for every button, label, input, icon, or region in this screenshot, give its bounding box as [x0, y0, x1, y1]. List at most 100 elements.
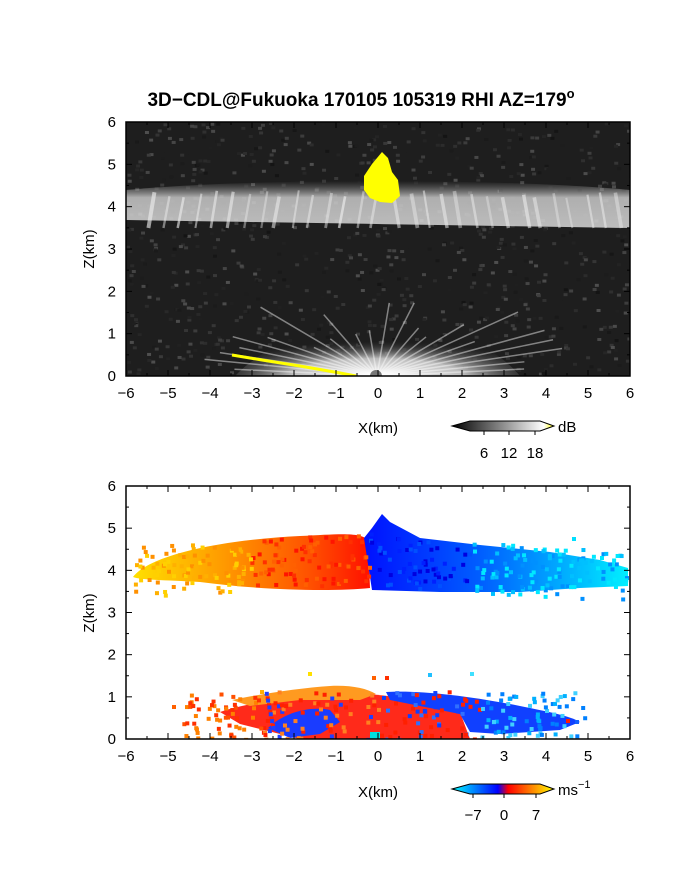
noise-pixel [346, 236, 351, 240]
velocity-pixel [186, 567, 191, 572]
noise-pixel [244, 292, 249, 296]
velocity-pixel [504, 573, 509, 578]
noise-pixel [255, 279, 260, 283]
velocity-pixel [508, 715, 513, 720]
ground-ray [267, 336, 378, 376]
velocity-pixel [195, 730, 200, 735]
noise-pixel [520, 181, 525, 185]
velocity-pixel [503, 561, 508, 566]
velocity-pixel [495, 570, 500, 575]
velocity-pixel [543, 588, 548, 593]
noise-pixel [281, 138, 286, 142]
velocity-pixel [293, 582, 298, 587]
velocity-pixel [515, 553, 520, 558]
velocity-pixel [388, 573, 393, 578]
noise-pixel [273, 300, 278, 304]
noise-pixel [592, 260, 597, 264]
noise-pixel [392, 145, 397, 149]
noise-pixel [129, 282, 134, 286]
velocity-pixel [486, 718, 491, 723]
noise-pixel [548, 335, 553, 339]
noise-pixel [532, 316, 537, 320]
cloud-streak [260, 191, 269, 229]
velocity-pixel [279, 563, 284, 568]
velocity-pixel [143, 550, 148, 555]
noise-pixel [338, 248, 343, 252]
y-tick-label: 2 [108, 283, 116, 300]
noise-pixel [389, 263, 394, 267]
velocity-pixel [424, 714, 429, 719]
noise-pixel [206, 275, 211, 279]
velocity-pixel [267, 567, 272, 572]
velocity-pixel [323, 715, 328, 720]
velocity-pixel [433, 572, 438, 577]
noise-pixel [256, 268, 261, 272]
noise-pixel [478, 172, 483, 176]
velocity-pixel [520, 585, 525, 590]
noise-pixel [185, 270, 190, 274]
velocity-pixel [490, 575, 495, 580]
velocity-pixel [360, 542, 365, 547]
velocity-pixel [530, 559, 535, 564]
velocity-pixel [572, 585, 577, 590]
x-tick-label: 4 [542, 748, 550, 765]
noise-pixel [144, 131, 149, 135]
velocity-pixel [587, 579, 592, 584]
noise-pixel [527, 318, 532, 322]
velocity-pixel [569, 563, 574, 568]
velocity-pixel [494, 575, 499, 580]
noise-pixel [543, 367, 548, 371]
velocity-pixel [425, 568, 430, 573]
velocity-bl-speckle [172, 537, 604, 739]
velocity-pixel [528, 703, 533, 708]
noise-pixel [530, 136, 535, 140]
noise-pixel [376, 234, 381, 238]
velocity-pixel [560, 713, 565, 718]
noise-pixel [617, 363, 622, 367]
x-tick-label: 2 [458, 748, 466, 765]
velocity-pixel [572, 537, 576, 541]
velocity-pixel [506, 592, 511, 597]
noise-pixel [190, 307, 195, 311]
noise-pixel [505, 356, 510, 360]
cloud-streak [532, 197, 542, 229]
noise-pixel [582, 325, 587, 329]
velocity-pixel [387, 557, 392, 562]
velocity-pixel [251, 556, 256, 561]
ground-ray [376, 361, 525, 376]
velocity-pixel [621, 597, 626, 602]
intensity-colorbar-unit: dB [558, 419, 576, 436]
velocity-pixel [315, 540, 320, 545]
velocity-pixel [248, 557, 253, 562]
velocity-pixel [382, 550, 387, 555]
noise-pixel [502, 243, 507, 247]
x-tick-label: 2 [458, 385, 466, 402]
velocity-pixel [591, 554, 596, 559]
noise-pixel [222, 302, 227, 306]
noise-pixel [180, 174, 185, 178]
noise-pixel [486, 283, 491, 287]
ground-ray [376, 327, 420, 376]
velocity-pixel [277, 734, 282, 739]
noise-pixel [418, 159, 423, 163]
noise-pixel [238, 315, 243, 319]
noise-pixel [193, 348, 198, 352]
velocity-pixel [543, 705, 548, 710]
noise-pixel [133, 318, 138, 322]
noise-pixel [367, 143, 372, 147]
velocity-pixel [608, 562, 613, 567]
velocity-pixel [262, 726, 267, 731]
noise-pixel [134, 324, 139, 328]
noise-pixel [165, 345, 170, 349]
velocity-pixel [341, 725, 346, 730]
cloud-streak [500, 196, 511, 229]
velocity-pixel [433, 705, 438, 710]
velocity-colorbar-tick-label: 7 [532, 807, 540, 824]
noise-pixel [536, 280, 541, 284]
velocity-pixel [166, 559, 171, 564]
cloud-streak [485, 196, 494, 229]
noise-pixel [147, 295, 152, 299]
noise-pixel [370, 148, 375, 152]
noise-pixel [174, 366, 179, 370]
velocity-pixel [506, 735, 511, 739]
